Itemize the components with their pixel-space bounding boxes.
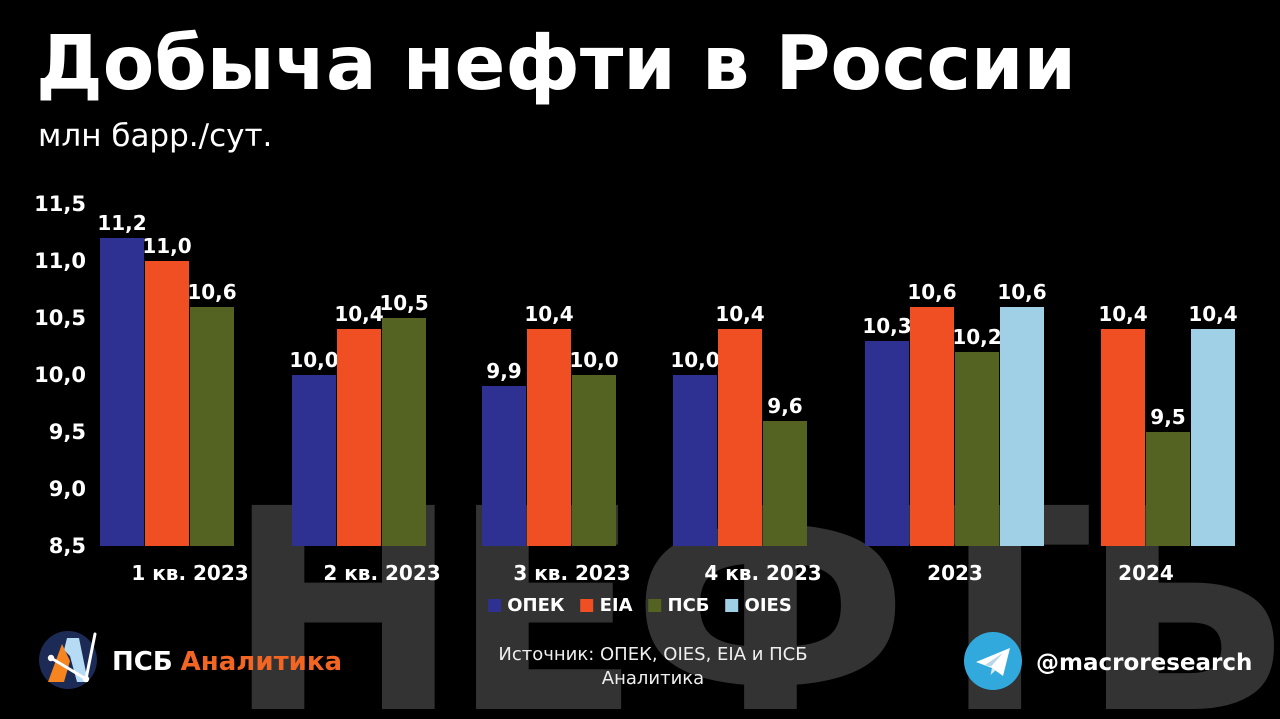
source-line-2: Аналитика — [601, 668, 705, 690]
x-category-label: 2023 — [927, 561, 983, 585]
bar-value-label: 10,4 — [715, 302, 765, 326]
bar-value-label: 10,0 — [569, 348, 619, 372]
bar-ОПЕК-4 кв. 2023 — [673, 375, 717, 546]
y-tick-label: 9,5 — [48, 420, 86, 444]
y-tick-label: 9,0 — [48, 477, 86, 501]
legend-item-OIES: OIES — [725, 595, 792, 616]
bar-ПСБ-1 кв. 2023 — [190, 307, 234, 546]
bar-value-label: 11,2 — [97, 211, 147, 235]
bar-EIA-2023 — [910, 307, 954, 546]
telegram-plane-icon — [964, 632, 1022, 694]
bar-ОПЕК-3 кв. 2023 — [482, 386, 526, 546]
legend-swatch — [580, 599, 594, 612]
bar-OIES-2023 — [1000, 307, 1044, 546]
psb-analytics-logo-icon — [38, 630, 98, 694]
x-category-label: 2 кв. 2023 — [323, 561, 441, 585]
legend-swatch — [648, 599, 662, 612]
x-category-label: 2024 — [1118, 561, 1174, 585]
y-tick-label: 11,0 — [34, 249, 86, 273]
brand-name: ПСБ Аналитика — [112, 647, 342, 677]
bar-value-label: 10,6 — [997, 280, 1047, 304]
bar-value-label: 10,2 — [952, 325, 1002, 349]
bar-EIA-3 кв. 2023 — [527, 329, 571, 546]
y-tick-label: 11,5 — [34, 192, 86, 216]
bar-ПСБ-2 кв. 2023 — [382, 318, 426, 546]
bar-value-label: 10,0 — [289, 348, 339, 372]
bar-OIES-2024 — [1191, 329, 1235, 546]
bar-value-label: 9,5 — [1150, 405, 1186, 429]
y-tick-label: 10,5 — [34, 306, 86, 330]
bar-EIA-2 кв. 2023 — [337, 329, 381, 546]
bar-ОПЕК-1 кв. 2023 — [100, 238, 144, 546]
bar-EIA-2024 — [1101, 329, 1145, 546]
bar-value-label: 10,6 — [907, 280, 957, 304]
bar-value-label: 10,4 — [334, 302, 384, 326]
telegram-badge: @macroresearch — [964, 632, 1252, 694]
bar-value-label: 9,6 — [767, 394, 803, 418]
legend-label: ОПЕК — [507, 595, 565, 616]
bar-value-label: 9,9 — [486, 359, 522, 383]
source-line-1: Источник: ОПЕК, OIES, EIA и ПСБ — [498, 644, 808, 665]
x-category-label: 3 кв. 2023 — [513, 561, 631, 585]
psb-brand: ПСБ Аналитика — [38, 630, 342, 694]
chart-title: Добыча нефти в России — [36, 19, 1077, 107]
y-tick-label: 10,0 — [34, 363, 86, 387]
legend-label: OIES — [744, 595, 792, 616]
source-note: Источник: ОПЕК, OIES, EIA и ПСБ Аналитик… — [448, 643, 858, 692]
bar-EIA-4 кв. 2023 — [718, 329, 762, 546]
legend-swatch — [725, 599, 739, 612]
bar-value-label: 10,4 — [1098, 302, 1148, 326]
x-category-label: 1 кв. 2023 — [131, 561, 249, 585]
legend-label: EIA — [599, 595, 633, 616]
bar-value-label: 10,4 — [524, 302, 574, 326]
legend-label: ПСБ — [667, 595, 710, 616]
brand-name-psb: ПСБ — [112, 647, 173, 677]
chart-legend: ОПЕК EIA ПСБ OIES — [488, 595, 792, 616]
bar-ПСБ-3 кв. 2023 — [572, 375, 616, 546]
legend-item-ПСБ: ПСБ — [648, 595, 710, 616]
bar-value-label: 10,6 — [187, 280, 237, 304]
bar-value-label: 10,5 — [379, 291, 429, 315]
bar-value-label: 10,0 — [670, 348, 720, 372]
legend-item-ОПЕК: ОПЕК — [488, 595, 565, 616]
bar-ПСБ-2024 — [1146, 432, 1190, 546]
bar-ОПЕК-2 кв. 2023 — [292, 375, 336, 546]
x-category-label: 4 кв. 2023 — [704, 561, 822, 585]
bar-ПСБ-4 кв. 2023 — [763, 421, 807, 546]
bar-EIA-1 кв. 2023 — [145, 261, 189, 546]
y-tick-label: 8,5 — [48, 534, 86, 558]
brand-name-analytics: Аналитика — [180, 647, 343, 677]
legend-item-EIA: EIA — [580, 595, 633, 616]
bar-value-label: 11,0 — [142, 234, 192, 258]
bar-value-label: 10,3 — [862, 314, 912, 338]
telegram-handle: @macroresearch — [1036, 650, 1253, 676]
bar-value-label: 10,4 — [1188, 302, 1238, 326]
bar-ПСБ-2023 — [955, 352, 999, 546]
chart-subtitle: млн барр./сут. — [38, 118, 273, 154]
bar-ОПЕК-2023 — [865, 341, 909, 546]
legend-swatch — [488, 599, 502, 612]
